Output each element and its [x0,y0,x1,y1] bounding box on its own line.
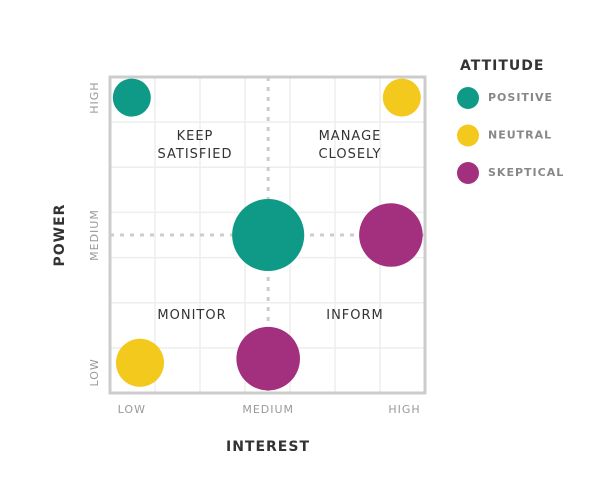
legend-label: POSITIVE [488,91,553,104]
quadrant-label: MANAGE CLOSELY [318,129,382,162]
legend-swatch [457,162,479,184]
y-tick-label: LOW [88,358,101,386]
y-tick-label: MEDIUM [88,209,101,261]
quadrant-label: MONITOR [157,308,227,323]
bubble [115,338,165,387]
bubble [232,198,305,272]
bubble [382,78,421,117]
bubble [359,203,423,267]
x-tick-label: HIGH [388,403,420,416]
legend-swatch [457,87,479,109]
quadrant-label: KEEP SATISFIED [157,129,233,162]
x-tick-label: LOW [118,403,146,416]
bubble [236,326,300,391]
legend-label: NEUTRAL [488,129,552,142]
y-axis-title: POWER [52,204,68,267]
quadrant-label: INFORM [326,308,384,323]
legend-title: ATTITUDE [460,58,544,74]
legend-swatch [457,124,479,147]
y-tick-label: HIGH [88,81,101,113]
bubble [112,78,151,117]
legend-label: SKEPTICAL [488,166,564,179]
x-axis-title: INTEREST [226,439,310,455]
x-tick-label: MEDIUM [242,403,294,416]
